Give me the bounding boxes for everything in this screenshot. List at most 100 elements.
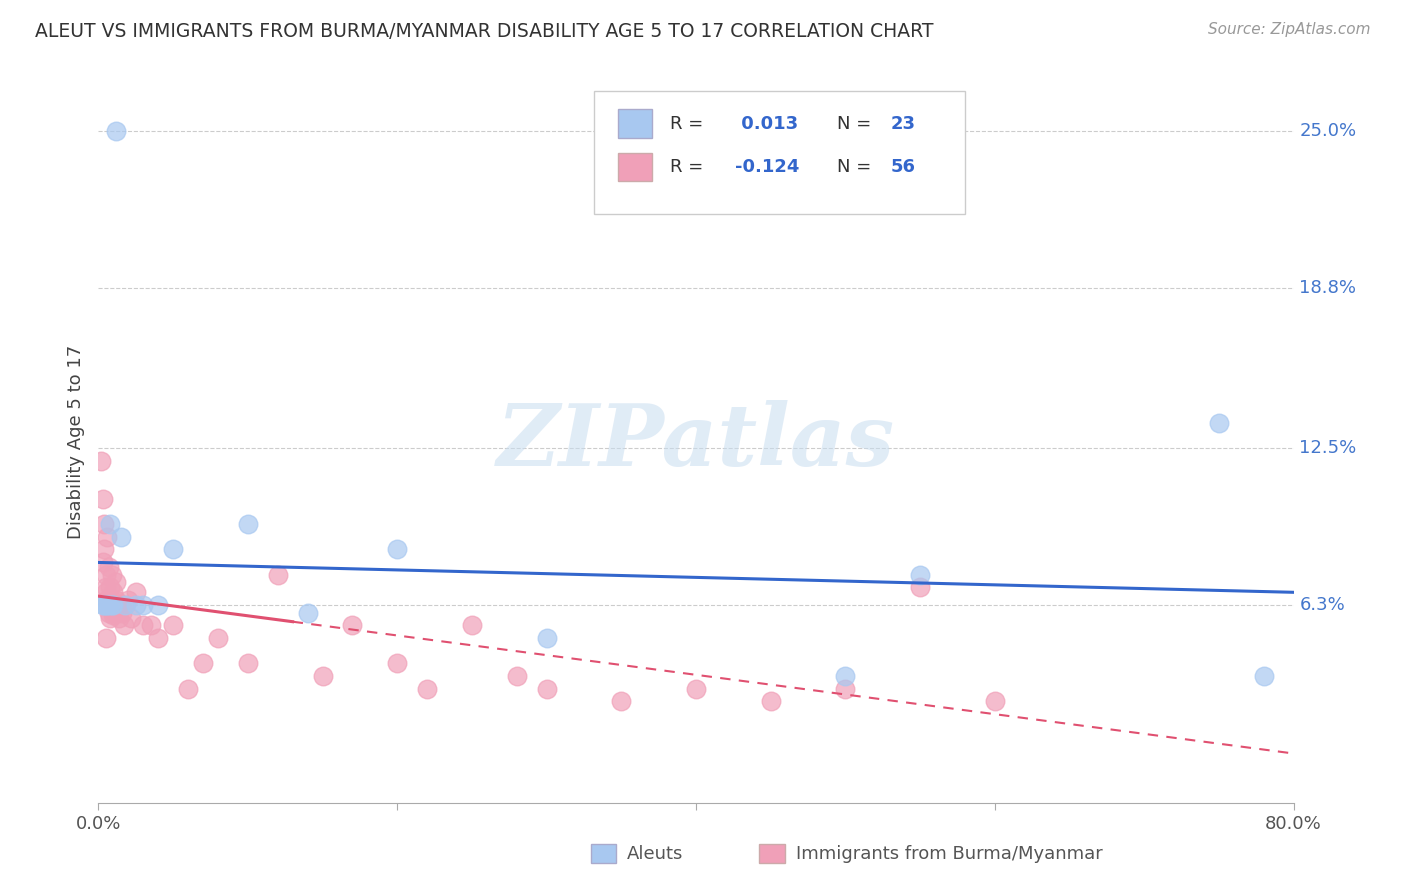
- Text: N =: N =: [837, 158, 877, 176]
- Point: [104, 606, 127, 620]
- Point: [125, 598, 148, 612]
- Point: [132, 598, 155, 612]
- Point: [385, 657, 409, 671]
- Point: [1208, 416, 1230, 430]
- Text: 23: 23: [891, 115, 915, 133]
- Text: 56: 56: [891, 158, 915, 176]
- Y-axis label: Disability Age 5 to 17: Disability Age 5 to 17: [66, 344, 84, 539]
- Point: [96, 598, 118, 612]
- Point: [96, 593, 118, 607]
- Point: [908, 567, 931, 582]
- Point: [101, 598, 124, 612]
- FancyBboxPatch shape: [595, 91, 965, 214]
- Point: [94, 585, 117, 599]
- Point: [120, 611, 142, 625]
- Point: [110, 530, 132, 544]
- Point: [114, 598, 136, 612]
- Point: [97, 598, 120, 612]
- Text: 6.3%: 6.3%: [1299, 596, 1346, 614]
- Point: [108, 611, 131, 625]
- Point: [610, 694, 633, 708]
- Point: [91, 555, 114, 569]
- Point: [132, 618, 155, 632]
- Point: [98, 600, 122, 615]
- Point: [93, 542, 115, 557]
- Point: [98, 611, 122, 625]
- Point: [162, 542, 184, 557]
- Text: ZIPatlas: ZIPatlas: [496, 400, 896, 483]
- Point: [107, 598, 129, 612]
- Point: [98, 580, 122, 594]
- Point: [139, 618, 162, 632]
- Text: R =: R =: [669, 158, 709, 176]
- Point: [506, 669, 529, 683]
- Point: [162, 618, 184, 632]
- Point: [105, 575, 128, 590]
- Point: [98, 516, 122, 531]
- Point: [105, 124, 128, 138]
- Point: [101, 593, 124, 607]
- Point: [207, 631, 229, 645]
- Point: [91, 598, 114, 612]
- Point: [103, 598, 125, 612]
- Point: [267, 567, 290, 582]
- Point: [148, 631, 170, 645]
- Point: [236, 516, 259, 531]
- Text: 18.8%: 18.8%: [1299, 279, 1357, 297]
- Point: [984, 694, 1007, 708]
- Point: [111, 606, 134, 620]
- Point: [685, 681, 707, 696]
- Text: Source: ZipAtlas.com: Source: ZipAtlas.com: [1208, 22, 1371, 37]
- Bar: [619, 109, 652, 138]
- Point: [191, 657, 214, 671]
- Point: [101, 567, 124, 582]
- Point: [97, 560, 120, 574]
- Point: [297, 606, 319, 620]
- Text: Aleuts: Aleuts: [627, 845, 683, 863]
- Point: [93, 516, 115, 531]
- Point: [94, 567, 117, 582]
- Point: [112, 618, 135, 632]
- Point: [96, 530, 118, 544]
- Point: [759, 694, 782, 708]
- Point: [97, 606, 120, 620]
- Point: [536, 631, 558, 645]
- Point: [105, 593, 128, 607]
- Point: [236, 657, 259, 671]
- Point: [177, 681, 200, 696]
- Point: [90, 453, 112, 467]
- Point: [125, 585, 148, 599]
- Point: [461, 618, 484, 632]
- Point: [342, 618, 364, 632]
- Point: [96, 593, 118, 607]
- Point: [114, 598, 136, 612]
- Text: N =: N =: [837, 115, 877, 133]
- Text: 0.013: 0.013: [735, 115, 799, 133]
- Point: [311, 669, 333, 683]
- Point: [536, 681, 558, 696]
- Text: Immigrants from Burma/Myanmar: Immigrants from Burma/Myanmar: [796, 845, 1102, 863]
- Point: [416, 681, 439, 696]
- Bar: [619, 153, 652, 181]
- Point: [117, 593, 139, 607]
- Text: -0.124: -0.124: [735, 158, 800, 176]
- Point: [1253, 669, 1275, 683]
- Point: [103, 585, 125, 599]
- Point: [103, 598, 125, 612]
- Point: [94, 580, 117, 594]
- Point: [94, 631, 117, 645]
- Point: [834, 681, 856, 696]
- Text: R =: R =: [669, 115, 709, 133]
- Text: 25.0%: 25.0%: [1299, 122, 1357, 140]
- Point: [908, 580, 931, 594]
- Point: [103, 608, 125, 623]
- Point: [93, 598, 115, 612]
- Point: [94, 598, 117, 612]
- Point: [385, 542, 409, 557]
- Point: [110, 598, 132, 612]
- Text: 12.5%: 12.5%: [1299, 439, 1357, 457]
- Point: [148, 598, 170, 612]
- Text: ALEUT VS IMMIGRANTS FROM BURMA/MYANMAR DISABILITY AGE 5 TO 17 CORRELATION CHART: ALEUT VS IMMIGRANTS FROM BURMA/MYANMAR D…: [35, 22, 934, 41]
- Point: [834, 669, 856, 683]
- Point: [91, 491, 114, 506]
